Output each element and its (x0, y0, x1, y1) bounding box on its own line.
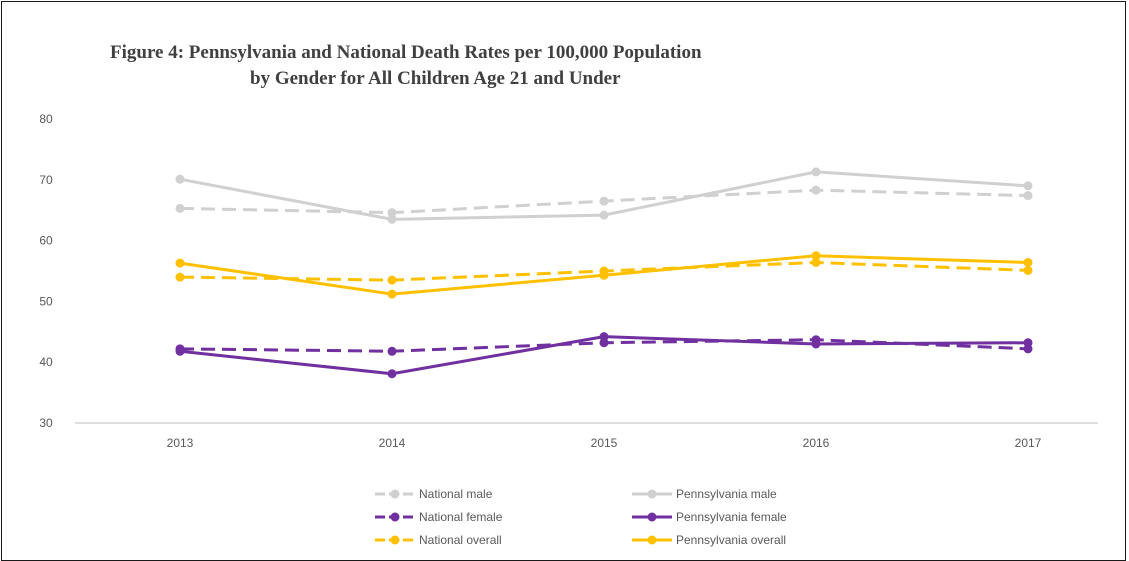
data-point (387, 369, 397, 379)
x-tick-label: 2015 (591, 436, 618, 450)
data-point (175, 258, 185, 268)
y-tick-label: 60 (39, 234, 53, 248)
data-point (599, 332, 609, 342)
data-point (811, 167, 821, 177)
series-3 (175, 332, 1033, 379)
y-tick-label: 40 (39, 355, 53, 369)
data-point (811, 257, 821, 267)
legend-label: Pennsylvania male (676, 487, 777, 501)
data-point (387, 275, 397, 285)
x-axis-ticks: 2013 2014 2015 2016 2017 (167, 436, 1042, 450)
data-point (1023, 191, 1033, 201)
data-point (811, 251, 821, 261)
data-point (175, 346, 185, 356)
data-point (175, 272, 185, 282)
legend-item: National male (375, 487, 493, 501)
data-point (1023, 265, 1033, 275)
data-point (1023, 181, 1033, 191)
legend-label: National male (419, 487, 493, 501)
legend-swatch-marker (390, 535, 400, 545)
data-point (599, 210, 609, 220)
chart-subtitle: by Gender for All Children Age 21 and Un… (250, 68, 621, 89)
legend-label: Pennsylvania female (676, 510, 787, 524)
series-1 (175, 167, 1033, 224)
data-point (387, 208, 397, 218)
data-point (175, 203, 185, 213)
x-tick-label: 2013 (167, 436, 194, 450)
series-layer (175, 167, 1033, 379)
legend-item: National female (375, 510, 503, 524)
legend-item: Pennsylvania female (632, 510, 787, 524)
x-tick-label: 2016 (803, 436, 830, 450)
data-point (387, 289, 397, 299)
y-axis-ticks: 30 40 50 60 70 80 (39, 112, 53, 430)
data-point (175, 174, 185, 184)
y-tick-label: 70 (39, 173, 53, 187)
legend-swatch-marker (390, 512, 400, 522)
y-tick-label: 50 (39, 294, 53, 308)
legend-label: National female (419, 510, 503, 524)
y-tick-label: 30 (39, 416, 53, 430)
data-point (811, 339, 821, 349)
chart-title-block: Figure 4: Pennsylvania and National Deat… (110, 40, 702, 92)
data-point (1023, 338, 1033, 348)
x-tick-label: 2017 (1015, 436, 1042, 450)
legend-label: National overall (419, 533, 502, 547)
data-point (387, 214, 397, 224)
data-point (1023, 257, 1033, 267)
data-point (387, 346, 397, 356)
x-tick-label: 2014 (379, 436, 406, 450)
chart-title: Figure 4: Pennsylvania and National Deat… (110, 42, 702, 63)
legend-swatch-marker (647, 489, 657, 499)
y-tick-label: 80 (39, 112, 53, 126)
legend-item: Pennsylvania overall (632, 533, 786, 547)
legend-swatch-marker (647, 535, 657, 545)
legend-swatch-marker (390, 489, 400, 499)
series-0 (175, 185, 1033, 218)
data-point (811, 185, 821, 195)
legend: National male Pennsylvania male National f… (375, 487, 787, 547)
series-5 (175, 251, 1033, 299)
legend-swatch-marker (647, 512, 657, 522)
legend-item: Pennsylvania male (632, 487, 777, 501)
data-point (599, 196, 609, 206)
legend-item: National overall (375, 533, 502, 547)
legend-label: Pennsylvania overall (676, 533, 786, 547)
data-point (599, 270, 609, 280)
